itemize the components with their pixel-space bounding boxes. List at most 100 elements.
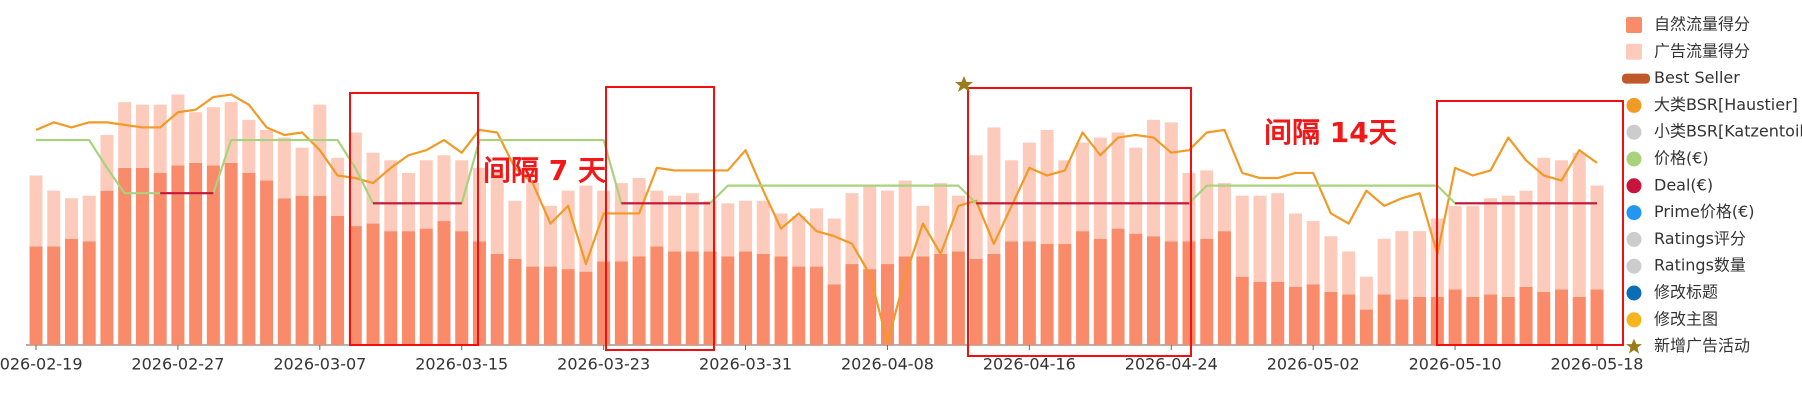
bar (632, 256, 646, 345)
bar (1590, 289, 1604, 345)
bar (1501, 195, 1515, 297)
bar (1040, 129, 1054, 244)
bar (1093, 238, 1107, 345)
bar (1164, 241, 1178, 345)
x-tick-label: 2026-05-18 (1551, 355, 1644, 374)
bar (1324, 291, 1338, 345)
bar (366, 223, 380, 345)
legend-label: 自然流量得分 (1654, 15, 1750, 34)
highlight-box (967, 87, 1192, 357)
bar (153, 172, 167, 345)
x-tick-label: 2026-02-19 (0, 355, 82, 374)
legend-item: Prime价格(€) (1626, 202, 1755, 221)
bar (277, 198, 291, 345)
bar (916, 205, 930, 257)
legend-label: Deal(€) (1654, 175, 1713, 194)
bar (632, 178, 646, 257)
bar (402, 231, 416, 345)
plot: 2026-02-19 2026-02-27 2026-03-07 2026-03-15… (0, 93, 1644, 374)
bar (1076, 231, 1090, 345)
bar (455, 160, 469, 232)
bar (1040, 243, 1054, 345)
bar (1005, 160, 1019, 242)
bar (1147, 119, 1161, 237)
bar (508, 200, 522, 259)
bar (1253, 195, 1267, 282)
bar (47, 246, 61, 345)
bar (934, 253, 948, 345)
highlight-box (605, 86, 715, 351)
bar (189, 162, 203, 345)
bar (348, 132, 362, 227)
bar (1359, 276, 1373, 310)
bar (543, 266, 557, 345)
bar (668, 195, 682, 252)
bar (1555, 160, 1569, 290)
bar (135, 167, 149, 345)
bar (242, 119, 256, 173)
bar (863, 269, 877, 345)
legend-item: 修改标题 (1626, 283, 1718, 302)
bar (721, 203, 735, 257)
bar (614, 183, 628, 262)
legend-item: 小类BSR[Katzentoile (1626, 122, 1802, 141)
x-tick-label: 2026-03-15 (415, 355, 508, 374)
bar (1182, 172, 1196, 242)
bar (1111, 132, 1125, 229)
bar (987, 127, 1001, 254)
line (35, 93, 1598, 344)
legend-label: 价格(€) (1654, 149, 1709, 168)
highlight-box (349, 92, 479, 346)
bar (295, 147, 309, 196)
bar (64, 198, 78, 239)
bar (490, 253, 504, 345)
bar (118, 102, 132, 168)
bar (1572, 296, 1586, 345)
legend-item: 新增广告活动 (1626, 336, 1750, 355)
bar (189, 112, 203, 163)
x-tick-label: 2026-04-24 (1125, 355, 1218, 374)
bar (561, 269, 575, 345)
bar (1253, 281, 1267, 345)
legend-item: Deal(€) (1626, 175, 1713, 194)
legend-item: Ratings数量 (1626, 256, 1746, 275)
bar (1342, 294, 1356, 345)
x-tick-label: 2026-05-02 (1267, 355, 1360, 374)
bar (82, 241, 96, 345)
bar (1377, 238, 1391, 295)
ad-event-star (955, 76, 973, 92)
bar (277, 137, 291, 199)
bar (1271, 281, 1285, 345)
bar (739, 200, 753, 252)
bar (1377, 294, 1391, 345)
bar (1111, 228, 1125, 345)
bar (1519, 286, 1533, 345)
bar (331, 157, 345, 216)
bar (1413, 231, 1427, 297)
bar (1288, 213, 1302, 287)
bar (597, 261, 611, 345)
bar (916, 256, 930, 345)
legend-item: Ratings评分 (1626, 229, 1746, 248)
legend-label: 修改主图 (1654, 309, 1718, 328)
legend-item: 大类BSR[Haustier] (1626, 95, 1798, 114)
bar (526, 183, 540, 267)
bar (810, 208, 823, 267)
bar (1217, 231, 1231, 345)
legend-item: 价格(€) (1626, 149, 1709, 168)
legend-swatch (1622, 73, 1650, 84)
bar (1537, 291, 1551, 345)
legend-swatch (1626, 285, 1642, 301)
x-tick-label: 2026-02-27 (131, 355, 224, 374)
bar (756, 200, 770, 254)
bar (82, 195, 96, 242)
legend-label: 小类BSR[Katzentoile (1654, 122, 1802, 141)
bar (792, 215, 806, 267)
bar (29, 246, 43, 345)
bar (384, 160, 398, 232)
bar (1448, 289, 1462, 345)
bar (1164, 122, 1178, 242)
legend-swatch (1626, 97, 1642, 113)
legend-swatch (1626, 258, 1642, 274)
legend-swatch (1626, 151, 1642, 167)
